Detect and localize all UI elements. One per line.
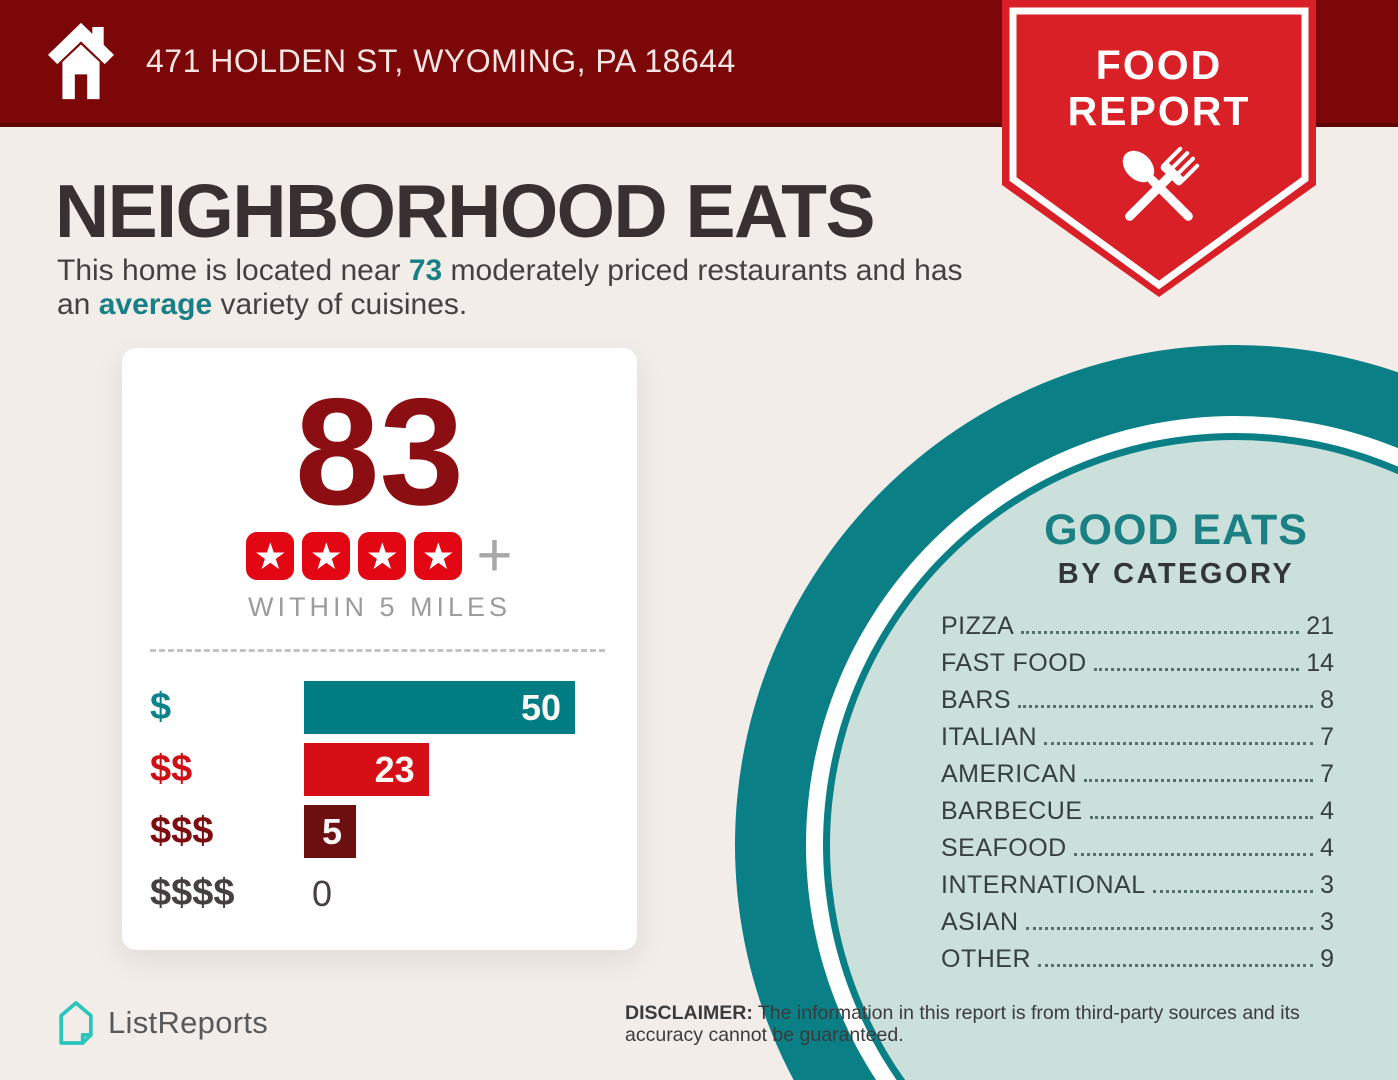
star-icon: ★ xyxy=(414,532,463,580)
disclaimer: DISCLAIMER: The information in this repo… xyxy=(625,1002,1345,1046)
category-row: PIZZA 21 xyxy=(941,604,1334,641)
dotted-leader xyxy=(1093,668,1300,671)
home-icon xyxy=(48,22,114,100)
bar-value: 5 xyxy=(321,810,342,852)
category-row: OTHER 9 xyxy=(941,937,1334,974)
bar-zero-value: 0 xyxy=(312,873,333,914)
price-tier-label: $$$$ xyxy=(150,872,235,914)
category-row: SEAFOOD 4 xyxy=(941,826,1334,863)
category-row: FAST FOOD 14 xyxy=(941,641,1334,678)
category-name: ASIAN xyxy=(941,908,1019,936)
good-eats-title: GOOD EATS xyxy=(1044,506,1308,554)
disclaimer-text: The information in this report is from t… xyxy=(625,1002,1300,1046)
bar-fill: 5 xyxy=(304,805,356,858)
category-name: FAST FOOD xyxy=(941,649,1087,677)
category-row: BARBECUE 4 xyxy=(941,789,1334,826)
category-count: 14 xyxy=(1306,649,1334,677)
good-eats-subtitle: BY CATEGORY xyxy=(1057,558,1295,590)
price-bar-row: $$ 23 xyxy=(122,743,637,796)
price-bar-row: $$$ 5 xyxy=(122,805,637,858)
page-title: NEIGHBORHOOD EATS xyxy=(55,169,875,253)
category-name: AMERICAN xyxy=(941,760,1077,788)
category-count: 9 xyxy=(1320,945,1334,973)
dotted-leader xyxy=(1038,964,1314,967)
category-count: 21 xyxy=(1306,612,1334,640)
spoon-fork-icon xyxy=(1122,146,1200,221)
category-row: AMERICAN 7 xyxy=(941,752,1334,789)
disclaimer-label: DISCLAIMER: xyxy=(625,1002,753,1024)
category-row: ASIAN 3 xyxy=(941,900,1334,937)
restaurant-score-card: 83 ★ ★ ★ ★ + WITHIN 5 MILES $50 $$ 23 $$$ 5 $$$$ 0 xyxy=(122,348,637,950)
property-address: 471 HOLDEN ST, WYOMING, PA 18644 xyxy=(146,43,736,79)
dotted-leader xyxy=(1152,890,1314,893)
category-name: BARBECUE xyxy=(941,797,1083,825)
dotted-leader xyxy=(1083,779,1314,782)
ribbon-title-line2: REPORT xyxy=(1067,88,1251,134)
category-count: 7 xyxy=(1320,760,1334,788)
category-name: INTERNATIONAL xyxy=(941,871,1146,899)
intro-part2: moderately priced restaurants and has an xyxy=(57,254,963,321)
category-count: 7 xyxy=(1320,723,1334,751)
category-row: ITALIAN 7 xyxy=(941,715,1334,752)
bar-value: 50 xyxy=(520,686,561,728)
dotted-leader xyxy=(1025,927,1314,930)
category-count: 3 xyxy=(1320,908,1334,936)
star-icon: ★ xyxy=(358,532,407,580)
category-name: SEAFOOD xyxy=(941,834,1067,862)
bar-value: 23 xyxy=(374,748,415,790)
star-icon: ★ xyxy=(246,532,295,580)
dotted-leader xyxy=(1089,816,1314,819)
category-name: BARS xyxy=(941,686,1012,714)
dotted-leader xyxy=(1044,742,1314,745)
dashed-divider xyxy=(150,649,605,652)
food-report-ribbon: FOOD REPORT xyxy=(1002,0,1316,297)
category-count: 8 xyxy=(1320,686,1334,714)
restaurant-score: 83 xyxy=(294,367,465,537)
price-bar-row: $$$$ 0 xyxy=(122,867,637,920)
category-name: PIZZA xyxy=(941,612,1015,640)
category-row: BARS 8 xyxy=(941,678,1334,715)
brand-name: ListReports xyxy=(108,1005,269,1040)
radius-label: WITHIN 5 MILES xyxy=(247,592,512,622)
dotted-leader xyxy=(1018,705,1314,708)
dotted-leader xyxy=(1021,631,1300,634)
bar-track: 5 xyxy=(304,805,575,858)
listreports-icon xyxy=(59,1001,93,1045)
intro-part1: This home is located near xyxy=(57,254,409,287)
price-tier-label: $ xyxy=(150,686,172,728)
bar-fill: 50 xyxy=(304,681,575,734)
price-tier-label: $$ xyxy=(150,748,193,790)
variety-highlight: average xyxy=(98,288,213,321)
category-count: 4 xyxy=(1320,834,1334,862)
bar-track: 50 xyxy=(304,681,575,734)
bar-fill: 23 xyxy=(304,743,429,796)
intro-part3: variety of cuisines. xyxy=(212,288,468,321)
price-bars: $50 $$ 23 $$$ 5 $$$$ 0 xyxy=(122,681,637,920)
category-count: 3 xyxy=(1320,871,1334,899)
star-icon: ★ xyxy=(302,532,351,580)
category-list: PIZZA 21 FAST FOOD 14 BARS 8 ITALIAN 7 AMERICAN 7… xyxy=(941,604,1334,974)
good-eats-header: GOOD EATS BY CATEGORY xyxy=(946,506,1398,591)
restaurant-count: 73 xyxy=(408,254,443,287)
price-tier-label: $$$ xyxy=(150,810,214,852)
bar-track: 0 xyxy=(304,867,575,920)
ribbon-shape xyxy=(1002,0,1316,297)
ribbon-title-line1: FOOD xyxy=(1095,42,1223,88)
category-name: ITALIAN xyxy=(941,723,1038,751)
category-name: OTHER xyxy=(941,945,1031,973)
category-row: INTERNATIONAL 3 xyxy=(941,863,1334,900)
dotted-leader xyxy=(1073,853,1314,856)
plus-icon: + xyxy=(476,521,513,590)
price-bar-row: $50 xyxy=(122,681,637,734)
star-rating: ★ ★ ★ ★ + xyxy=(122,521,637,590)
brand-logo: ListReports xyxy=(55,1000,268,1046)
category-count: 4 xyxy=(1320,797,1334,825)
intro-text: This home is located near 73 moderately … xyxy=(57,254,992,322)
bar-track: 23 xyxy=(304,743,575,796)
